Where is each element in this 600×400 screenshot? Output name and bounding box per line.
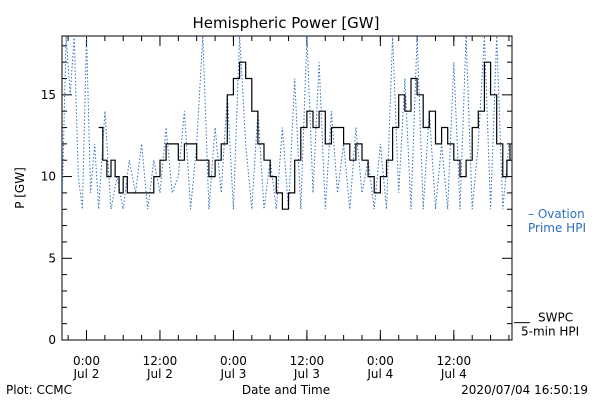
x-tick-label-time: 12:00 (437, 354, 472, 368)
series-line-ovation (62, 36, 510, 210)
series-label-swpc-line1: SWPC (538, 311, 573, 325)
x-tick-label-date: Jul 4 (366, 367, 393, 381)
y-axis-label: P [GW] (13, 167, 27, 209)
x-axis-label: Date and Time (242, 383, 330, 397)
x-tick-label-date: Jul 3 (219, 367, 246, 381)
x-tick-label-time: 12:00 (143, 354, 178, 368)
plot-credit: Plot: CCMC (6, 383, 72, 397)
plot-timestamp: 2020/07/04 16:50:19 (461, 383, 588, 397)
x-tick-label-date: Jul 4 (440, 367, 467, 381)
series-label-swpc-line2: 5-min HPI (521, 325, 579, 339)
x-tick-label-time: 0:00 (367, 354, 394, 368)
series-label-ovation-line2: Prime HPI (528, 221, 586, 235)
x-tick-label-date: Jul 2 (146, 367, 173, 381)
plot-frame (61, 35, 513, 341)
chart-title: Hemispheric Power [GW] (193, 14, 380, 32)
y-tick-label: 5 (48, 251, 56, 265)
x-tick-label-date: Jul 3 (293, 367, 320, 381)
y-axis: 0 5 10 15 (41, 45, 512, 347)
y-tick-label: 15 (41, 88, 56, 102)
series-label-ovation-line1: – Ovation (528, 207, 585, 221)
series-group (62, 36, 511, 210)
x-tick-label-time: 0:00 (220, 354, 247, 368)
y-tick-label: 10 (41, 170, 56, 184)
x-tick-label-time: 0:00 (73, 354, 100, 368)
y-tick-label: 0 (48, 333, 56, 347)
series-line-swpc (98, 61, 511, 210)
x-tick-label-time: 12:00 (290, 354, 325, 368)
x-tick-label-date: Jul 2 (73, 367, 100, 381)
